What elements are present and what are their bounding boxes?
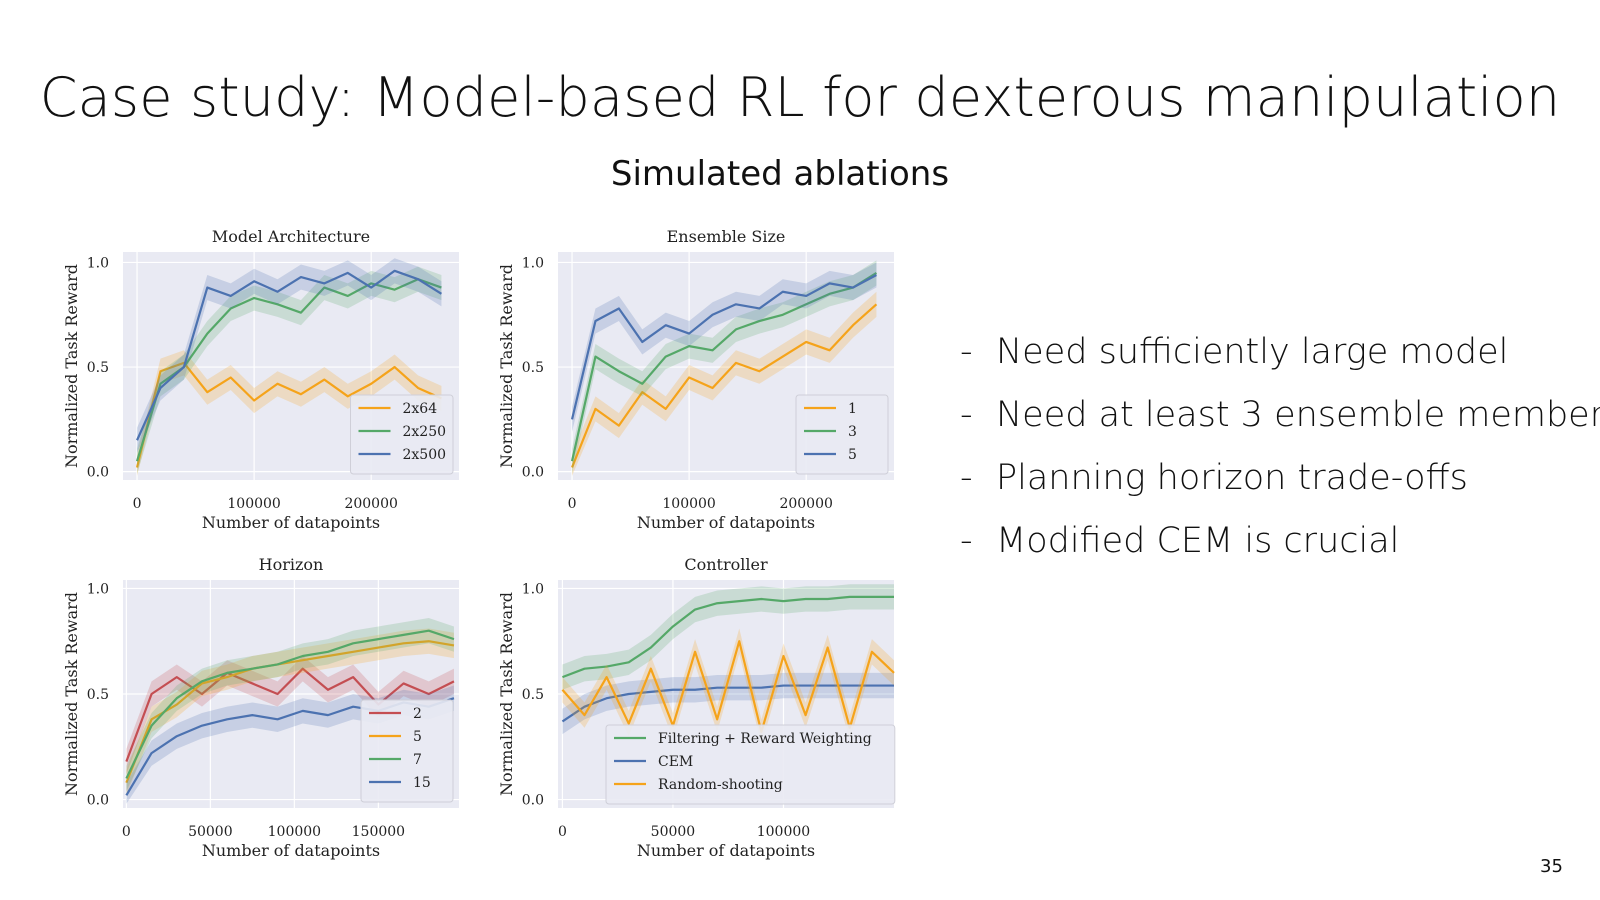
series-band [126, 656, 454, 775]
legend-label: 2x500 [403, 447, 447, 463]
y-axis-label: Normalized Task Reward [62, 592, 81, 796]
y-tick-label: 0.0 [87, 793, 109, 809]
x-tick-label: 0 [558, 824, 567, 840]
legend-label: 1 [848, 401, 857, 417]
x-tick-label: 200000 [779, 496, 832, 512]
legend: 1 3 5 [795, 394, 889, 475]
chart-title: Model Architecture [212, 227, 370, 246]
legend-label: 15 [413, 775, 431, 791]
chart-ensemble-size: 0 100000 200000 0.0 0.5 1.0 Ensemble Size Numbe… [497, 227, 894, 532]
series-line [125, 667, 455, 762]
legend-label: 3 [848, 424, 857, 440]
legend-label: Filtering + Reward Weighting [658, 731, 872, 747]
y-axis-label: Normalized Task Reward [497, 592, 516, 796]
x-axis-label: Number of datapoints [637, 841, 815, 860]
series-line [561, 640, 895, 734]
x-tick-label: 0 [122, 824, 131, 840]
x-axis-label: Number of datapoints [637, 513, 815, 532]
series-line [135, 361, 442, 468]
chart-title: Horizon [259, 555, 324, 574]
series-line [562, 595, 894, 679]
y-tick-label: 0.0 [87, 465, 109, 481]
series-line [125, 640, 455, 784]
x-axis-label: Number of datapoints [202, 513, 380, 532]
series-band [562, 628, 894, 745]
chart-title: Ensemble Size [667, 227, 786, 246]
legend-label: 5 [848, 447, 857, 463]
series-band [562, 584, 894, 690]
legend: Filtering + Reward Weighting CEM Random-sh… [605, 724, 896, 805]
series-band [562, 672, 894, 735]
bullet-text: Need sufficiently large model [996, 332, 1509, 372]
y-tick-label: 1.0 [87, 255, 109, 271]
bullet-marker: - [960, 395, 973, 435]
series-band [572, 291, 877, 476]
legend-label: 2 [413, 706, 422, 722]
y-axis-label: Normalized Task Reward [62, 264, 81, 468]
legend-box [605, 724, 896, 805]
x-axis-label: Number of datapoints [202, 841, 380, 860]
x-tick-label: 0 [133, 496, 142, 512]
bullet-marker: - [960, 521, 973, 561]
y-tick-label: 0.5 [522, 360, 544, 376]
series-line [135, 278, 442, 462]
x-tick-label: 100000 [268, 824, 321, 840]
y-tick-label: 1.0 [87, 581, 109, 597]
page-number: 35 [1540, 856, 1563, 877]
bullet-text: Planning horizon trade-offs [996, 458, 1468, 498]
x-tick-label: 200000 [344, 496, 397, 512]
series-band [126, 618, 454, 792]
slide-title: Case study: Model-based RL for dexterous… [39, 66, 1561, 129]
series-band [126, 628, 454, 796]
series-band [137, 350, 442, 476]
y-tick-label: 0.0 [522, 465, 544, 481]
bullet-marker: - [960, 332, 973, 372]
y-tick-label: 1.0 [522, 255, 544, 271]
series-line [125, 629, 455, 779]
series-line [570, 274, 877, 420]
series-line [136, 269, 443, 441]
chart-horizon: 0 50000 100000 150000 0.0 0.5 1.0 Horizon Number… [62, 555, 459, 860]
x-tick-label: 100000 [662, 496, 715, 512]
legend-label: 5 [413, 729, 422, 745]
y-tick-label: 0.5 [522, 687, 544, 703]
x-tick-label: 100000 [227, 496, 280, 512]
bullet-item: - Planning horizon trade-offs [960, 456, 1600, 519]
legend-label: 2x250 [403, 424, 447, 440]
bullet-list: - Need sufficiently large model - Need at … [960, 330, 1600, 582]
y-tick-label: 0.5 [87, 687, 109, 703]
chart-model-architecture: 0 100000 200000 0.0 0.5 1.0 Model Architecture… [62, 227, 459, 532]
bullet-item: - Need at least 3 ensemble members [960, 393, 1600, 456]
legend-box [795, 394, 889, 475]
chart-controller: 0 50000 100000 0.0 0.5 1.0 Controller Number of… [497, 555, 896, 860]
bullet-item: - Need sufficiently large model [960, 330, 1600, 393]
chart-title: Controller [684, 555, 768, 574]
x-tick-label: 100000 [757, 824, 810, 840]
y-axis-label: Normalized Task Reward [497, 264, 516, 468]
legend: 2 5 7 15 [360, 699, 454, 803]
bullet-text: Modified CEM is crucial [996, 521, 1400, 561]
legend-box [360, 699, 454, 803]
series-band [572, 262, 877, 432]
bullet-marker: - [960, 458, 973, 498]
x-tick-label: 50000 [651, 824, 696, 840]
legend-label: Random-shooting [658, 777, 783, 793]
series-line [570, 271, 878, 462]
y-tick-label: 1.0 [522, 581, 544, 597]
legend-label: 7 [413, 752, 422, 768]
x-tick-label: 50000 [188, 824, 233, 840]
legend-label: CEM [658, 754, 693, 770]
series-band [137, 266, 442, 474]
legend-label: 2x64 [403, 401, 438, 417]
legend: 2x64 2x250 2x500 [350, 394, 454, 475]
series-band [572, 260, 877, 474]
x-tick-label: 150000 [352, 824, 405, 840]
x-tick-label: 0 [568, 496, 577, 512]
bullet-item: - Modified CEM is crucial [960, 519, 1600, 582]
bullet-text: Need at least 3 ensemble members [996, 395, 1600, 435]
series-line [571, 303, 878, 468]
slide-subtitle: Simulated ablations [610, 154, 950, 194]
y-tick-label: 0.5 [87, 360, 109, 376]
y-tick-label: 0.0 [522, 793, 544, 809]
